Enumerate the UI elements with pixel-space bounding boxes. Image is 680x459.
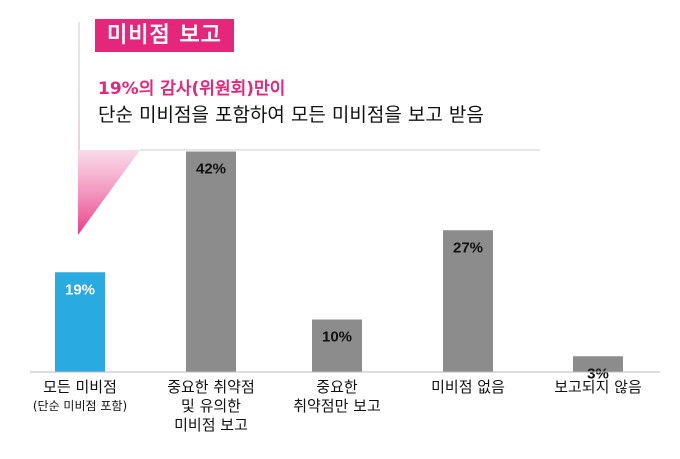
value-label-1: 19% bbox=[65, 281, 95, 298]
category-sublabel: (단순 미비점 포함) bbox=[32, 399, 128, 413]
category-label-3: 중요한 취약점만 보고 bbox=[272, 378, 402, 416]
section-title: 미비점 보고 bbox=[95, 19, 234, 52]
bar-4 bbox=[443, 230, 493, 372]
category-label-line: 미비점 보고 bbox=[174, 416, 248, 434]
category-label-4: 미비점 없음 bbox=[403, 378, 533, 397]
category-label-1: 모든 미비점 (단순 미비점 포함) bbox=[15, 378, 145, 416]
value-label-4: 27% bbox=[453, 239, 483, 256]
category-label-5: 보고되지 않음 bbox=[533, 378, 663, 397]
category-label-2: 중요한 취약점 및 유의한 미비점 보고 bbox=[146, 378, 276, 435]
value-label-3: 10% bbox=[322, 329, 352, 346]
category-label-line: 중요한 취약점 bbox=[167, 378, 255, 396]
bar-1 bbox=[55, 272, 105, 372]
category-label-line: 취약점만 보고 bbox=[293, 397, 381, 415]
category-label-line: 미비점 없음 bbox=[431, 378, 505, 396]
highlight-text: 19%의 감사(위원회)만이 bbox=[98, 79, 286, 99]
value-label-2: 42% bbox=[196, 161, 226, 178]
category-label-line: 모든 미비점 bbox=[43, 378, 117, 396]
description-text: 단순 미비점을 포함하여 모든 미비점을 보고 받음 bbox=[98, 104, 484, 126]
bar-3 bbox=[312, 319, 362, 372]
bar-5 bbox=[573, 356, 623, 372]
category-label-line: 보고되지 않음 bbox=[554, 378, 642, 396]
callout-pointer bbox=[78, 40, 140, 235]
bar-2 bbox=[186, 151, 236, 372]
value-label-5: 3% bbox=[587, 365, 609, 382]
category-label-line: 및 유의한 bbox=[181, 397, 241, 415]
category-label-line: 중요한 bbox=[316, 378, 358, 396]
